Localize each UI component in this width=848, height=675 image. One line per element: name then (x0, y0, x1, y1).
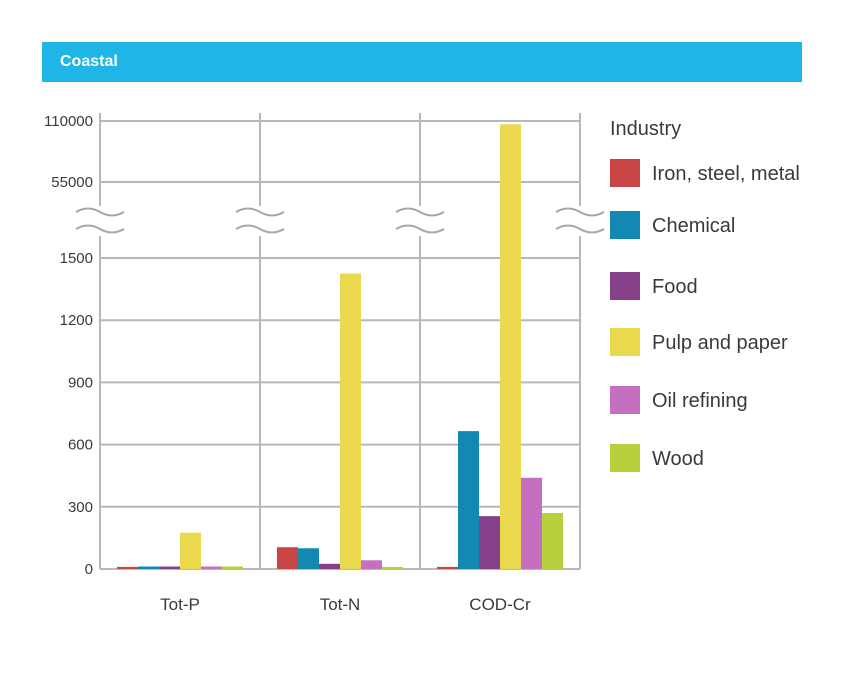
y-tick-label: 600 (68, 437, 93, 454)
bar (138, 566, 159, 569)
axis-break-mark (75, 207, 125, 217)
bar (180, 532, 201, 569)
bar (521, 477, 542, 569)
bar (542, 513, 563, 569)
y-tick-label: 110000 (44, 113, 93, 130)
bar (361, 560, 382, 569)
axis-break-mark (555, 224, 605, 234)
bar (319, 563, 340, 569)
axis-break-mark (395, 224, 445, 234)
bar (479, 516, 500, 569)
y-tick-label: 300 (68, 499, 93, 516)
legend-label: Pulp and paper (652, 332, 788, 354)
bar (340, 273, 361, 569)
bar (458, 431, 479, 569)
axis-break-mark (235, 224, 285, 234)
legend-label: Iron, steel, metal (652, 163, 800, 185)
bar (382, 566, 403, 569)
x-category-label: Tot-N (320, 595, 361, 614)
y-tick-label: 900 (68, 374, 93, 391)
bar (159, 566, 180, 569)
bar (298, 548, 319, 569)
bar (277, 547, 298, 569)
legend-swatch (610, 444, 640, 472)
x-category-label: Tot-P (160, 595, 200, 614)
x-category-label: COD-Cr (469, 595, 531, 614)
chart-banner: Coastal (42, 42, 802, 82)
legend-swatch (610, 272, 640, 300)
y-tick-label: 55000 (51, 174, 93, 191)
axis-break-mark (555, 207, 605, 217)
legend-label: Oil refining (652, 390, 748, 412)
legend-label: Wood (652, 448, 704, 470)
legend-swatch (610, 386, 640, 414)
legend-swatch (610, 328, 640, 356)
bar (437, 566, 458, 569)
y-tick-label: 1500 (60, 250, 93, 267)
legend-swatch (610, 159, 640, 187)
legend-label: Food (652, 276, 698, 298)
axis-break-mark (75, 224, 125, 234)
bar (500, 124, 521, 569)
bar (117, 566, 138, 569)
bar (222, 566, 243, 569)
bar (201, 566, 222, 569)
banner-title: Coastal (60, 53, 118, 70)
y-tick-label: 1200 (60, 312, 93, 329)
y-tick-label: 0 (85, 561, 93, 578)
legend-swatch (610, 211, 640, 239)
legend-title: Industry (610, 118, 681, 140)
axis-break-mark (395, 207, 445, 217)
legend-label: Chemical (652, 215, 735, 237)
axis-break-mark (235, 207, 285, 217)
